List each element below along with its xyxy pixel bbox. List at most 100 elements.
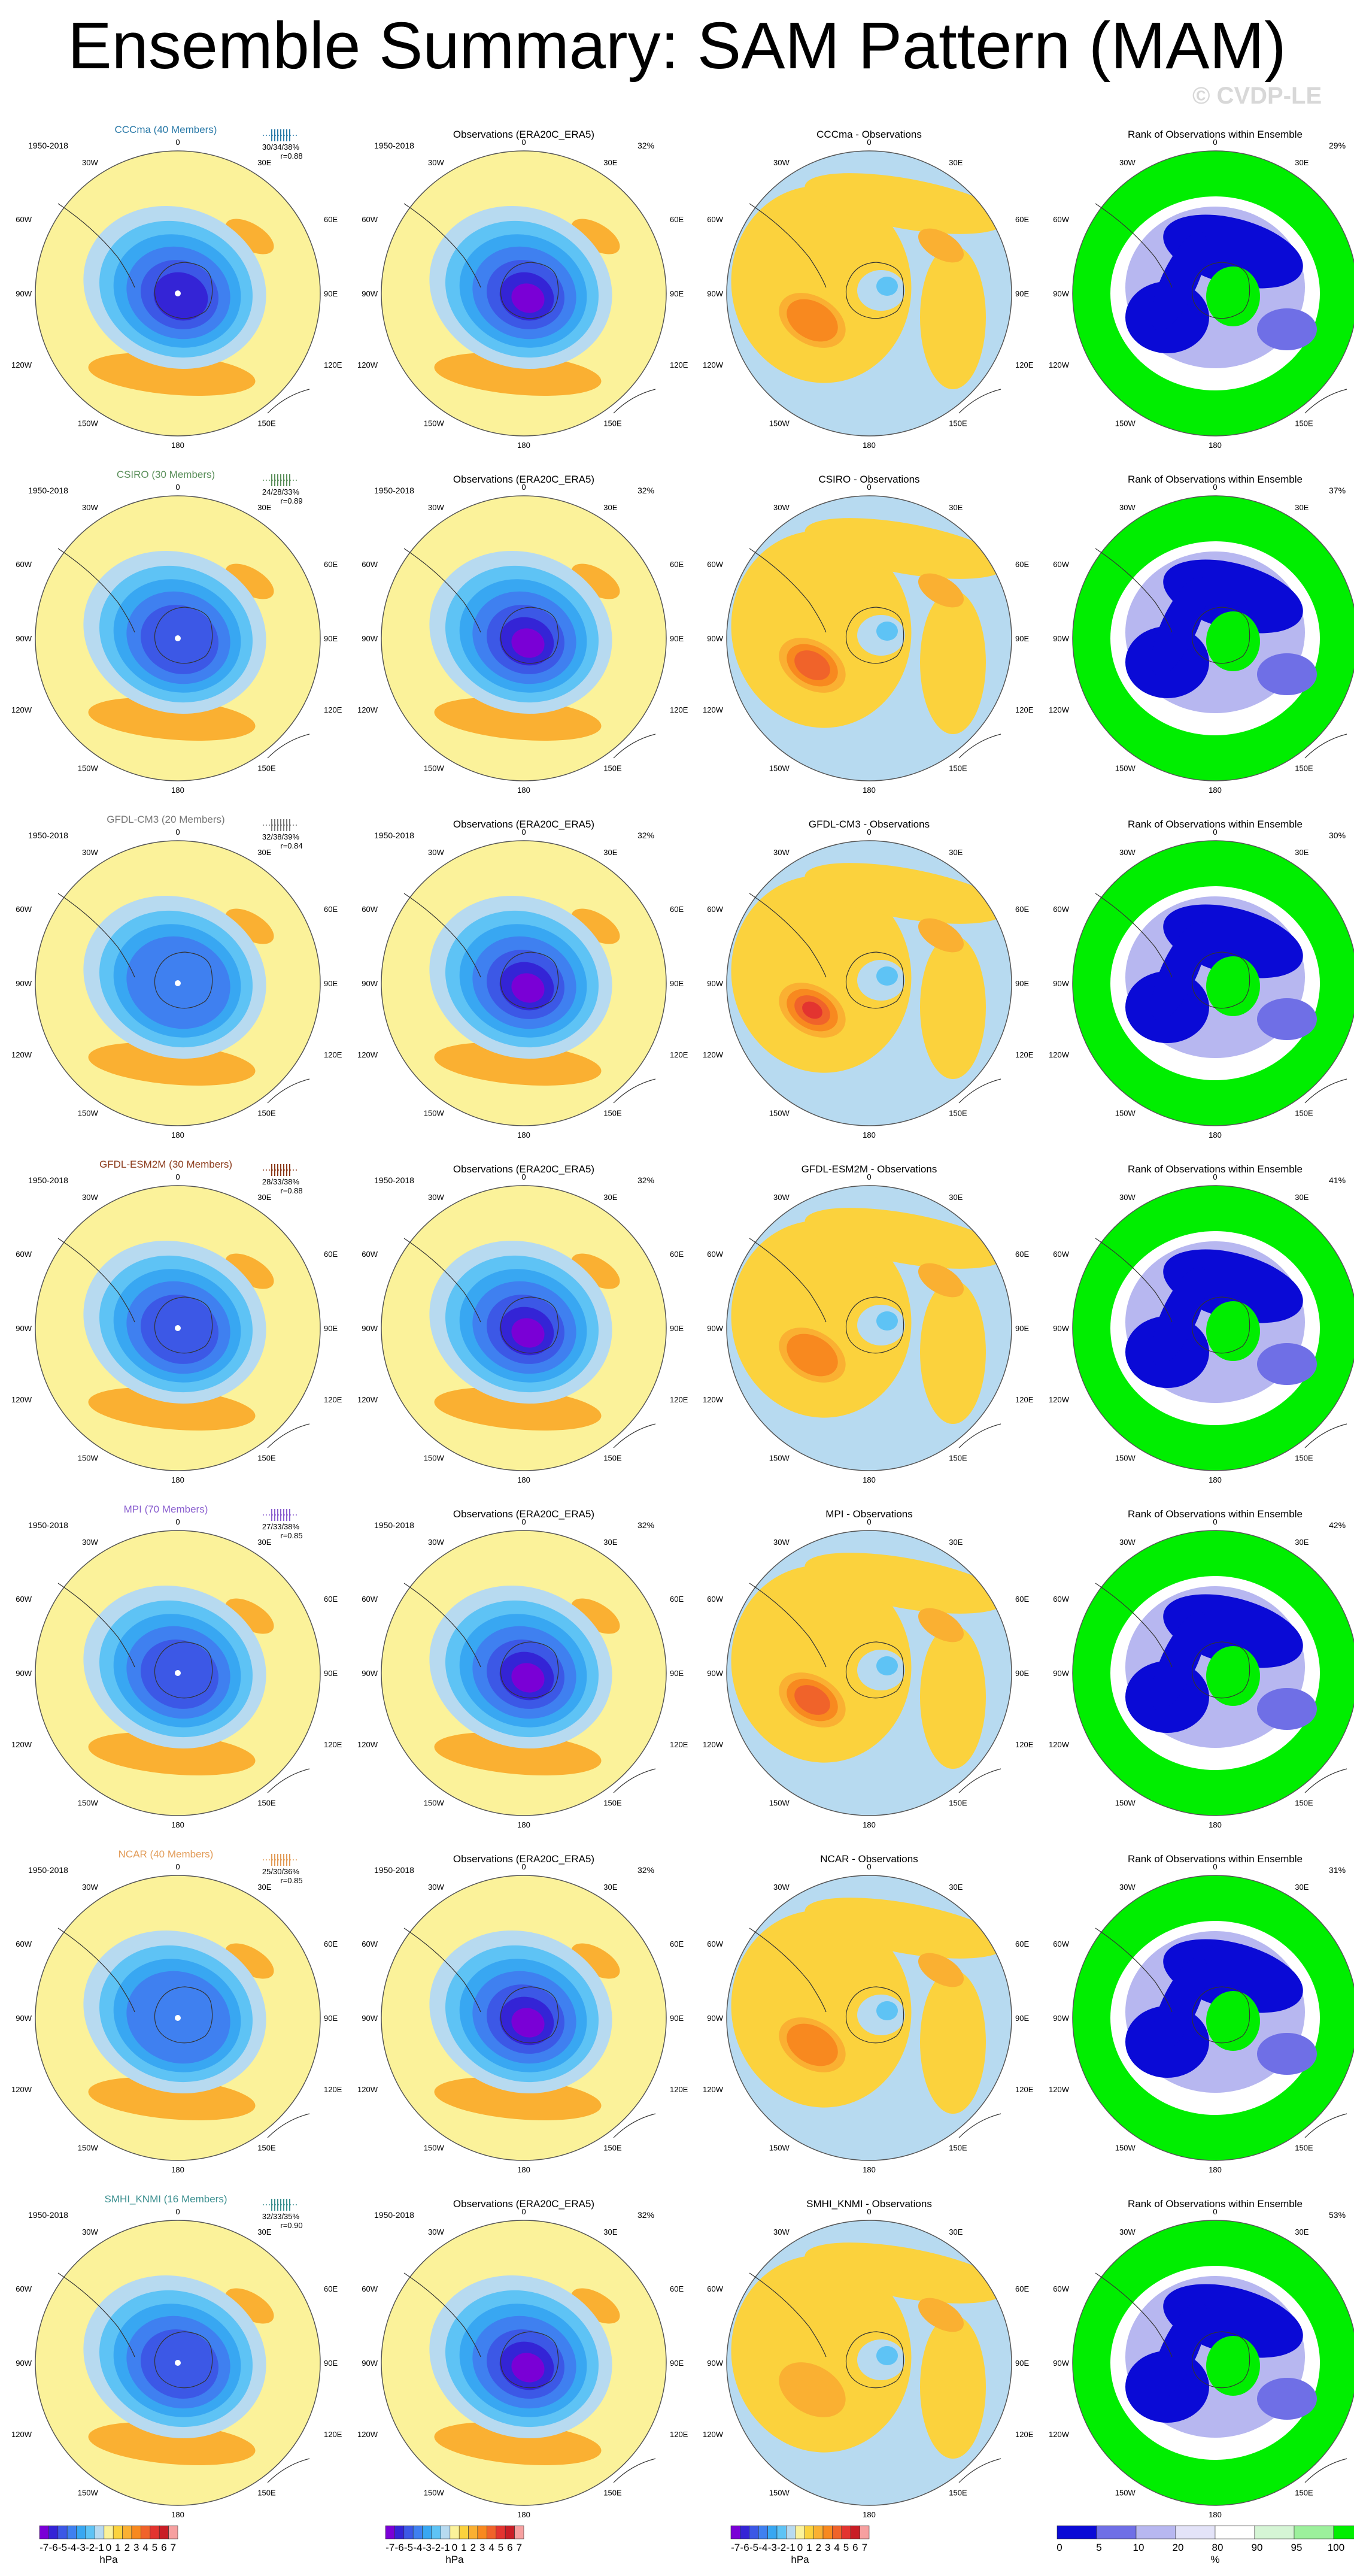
map-border xyxy=(381,840,667,1126)
longitude-label: 150W xyxy=(769,763,790,772)
south-america-coastline xyxy=(749,2272,827,2357)
longitude-label: 90W xyxy=(16,2014,32,2023)
longitude-label: 90W xyxy=(707,289,723,298)
longitude-label: 90W xyxy=(362,979,378,988)
watermark-text: © CVDP-LE xyxy=(1192,83,1322,109)
longitude-label: 60W xyxy=(707,905,723,914)
longitude-label: 120W xyxy=(11,2430,32,2439)
longitude-label: 150E xyxy=(257,1108,276,1117)
map-field xyxy=(1073,2220,1354,2505)
map-field xyxy=(1073,1531,1354,1816)
observations-panel: Observations (ERA20C_ERA5) 1950-2018 32% 0 1… xyxy=(357,1508,688,1829)
longitude-label: 180 xyxy=(517,1475,530,1484)
longitude-label: 30W xyxy=(773,1538,790,1547)
map-field xyxy=(1073,496,1354,781)
south-america-coastline xyxy=(749,1928,827,2013)
longitude-label: 30W xyxy=(428,158,444,167)
longitude-label: 150E xyxy=(603,1798,622,1807)
model-panel: MPI (70 Members) 1950-2018 27/33/38%r=0.85… xyxy=(11,1504,342,1829)
positive-difference xyxy=(918,1263,964,1298)
colorbar-swatch xyxy=(122,2525,132,2539)
map-border xyxy=(726,150,1012,437)
colorbar-swatch xyxy=(804,2525,814,2539)
model-title: NCAR (40 Members) xyxy=(119,1848,214,1860)
longitude-label: 180 xyxy=(171,1475,184,1484)
longitude-label: 120W xyxy=(703,1395,724,1404)
positive-difference xyxy=(920,2315,986,2459)
longitude-label: 180 xyxy=(1209,2510,1222,2519)
longitude-label: 180 xyxy=(517,2510,530,2519)
colorbar-swatch xyxy=(85,2525,95,2539)
longitude-label: 120W xyxy=(703,2430,724,2439)
longitude-label: 90E xyxy=(670,1324,684,1333)
map-border xyxy=(726,840,1012,1126)
positive-difference xyxy=(918,573,964,608)
antarctica-coastline xyxy=(154,951,213,1009)
rank-lowest xyxy=(1151,577,1207,676)
antarctica-coastline xyxy=(1191,2331,1250,2389)
rank-lowest xyxy=(1151,1266,1207,1366)
map-border xyxy=(726,1875,1012,2161)
period-label: 1950-2018 xyxy=(374,1865,414,1875)
longitude-label: 120W xyxy=(357,1050,378,1059)
model-panel: SMHI_KNMI (16 Members) 1950-2018 32/33/35%… xyxy=(11,2193,342,2519)
longitude-label: 90W xyxy=(1053,979,1069,988)
longitude-label: 60W xyxy=(362,2284,378,2293)
positive-difference xyxy=(731,1220,912,1418)
longitude-label: 150W xyxy=(78,1798,99,1807)
longitude-label: 90E xyxy=(1015,1669,1029,1678)
colorbar-swatch xyxy=(1096,2525,1137,2539)
colorbar-tick: 4 xyxy=(834,2542,839,2553)
map-border xyxy=(381,1185,667,1471)
longitude-label: 180 xyxy=(1209,2165,1222,2174)
longitude-label: 60W xyxy=(1053,215,1069,224)
variance-percent: 32% xyxy=(637,141,654,150)
antarctica-coastline xyxy=(1191,1986,1250,2044)
pattern-correlation: r=0.89 xyxy=(280,496,302,505)
australia-coastline xyxy=(613,734,656,759)
longitude-label: 30W xyxy=(428,1538,444,1547)
longitude-label: 120W xyxy=(1049,360,1070,369)
longitude-label: 30E xyxy=(257,1193,271,1202)
colorbar-tick: -1 xyxy=(95,2542,104,2553)
colorbar-swatch xyxy=(776,2525,787,2539)
colorbar-swatch xyxy=(832,2525,842,2539)
pole-marker xyxy=(175,1325,181,1331)
longitude-label: 0 xyxy=(1213,1172,1217,1181)
longitude-label: 150W xyxy=(769,1798,790,1807)
positive-difference xyxy=(920,1625,986,1769)
rank-title: Rank of Observations within Ensemble xyxy=(1128,129,1303,140)
colorbar-swatch xyxy=(459,2525,469,2539)
longitude-label: 90W xyxy=(16,1324,32,1333)
longitude-label: 120W xyxy=(357,360,378,369)
rank-lowest xyxy=(1151,232,1207,331)
colorbar-swatch xyxy=(1254,2525,1295,2539)
colorbar-swatch xyxy=(1175,2525,1216,2539)
australia-coastline xyxy=(613,2113,656,2138)
longitude-label: 60W xyxy=(362,215,378,224)
south-america-coastline xyxy=(403,1583,481,1668)
map-border xyxy=(35,1875,321,2161)
pattern-stats: 32/38/39% xyxy=(262,832,300,841)
longitude-label: 0 xyxy=(867,138,871,147)
longitude-label: 90W xyxy=(1053,1669,1069,1678)
rank-title: Rank of Observations within Ensemble xyxy=(1128,474,1303,485)
longitude-label: 30W xyxy=(82,1193,98,1202)
australia-coastline xyxy=(613,389,656,414)
longitude-label: 90E xyxy=(1015,289,1029,298)
model-panel: NCAR (40 Members) 1950-2018 25/30/36%r=0.8… xyxy=(11,1848,342,2174)
longitude-label: 0 xyxy=(175,1172,180,1181)
longitude-label: 30E xyxy=(603,158,617,167)
variance-percent: 32% xyxy=(637,2210,654,2220)
rank-panel: Rank of Observations within Ensemble 41% 0… xyxy=(1049,1163,1354,1484)
colorbar-swatch xyxy=(795,2525,805,2539)
map-border xyxy=(35,1185,321,1471)
colorbar-tick: 0 xyxy=(452,2542,457,2553)
variance-percent: 32% xyxy=(637,831,654,840)
colorbar-swatch xyxy=(505,2525,515,2539)
period-label: 1950-2018 xyxy=(28,2210,68,2220)
longitude-label: 60E xyxy=(670,1939,684,1948)
longitude-label: 30W xyxy=(428,2228,444,2236)
colorbar-swatch xyxy=(159,2525,169,2539)
positive-anomaly xyxy=(225,1598,274,1634)
